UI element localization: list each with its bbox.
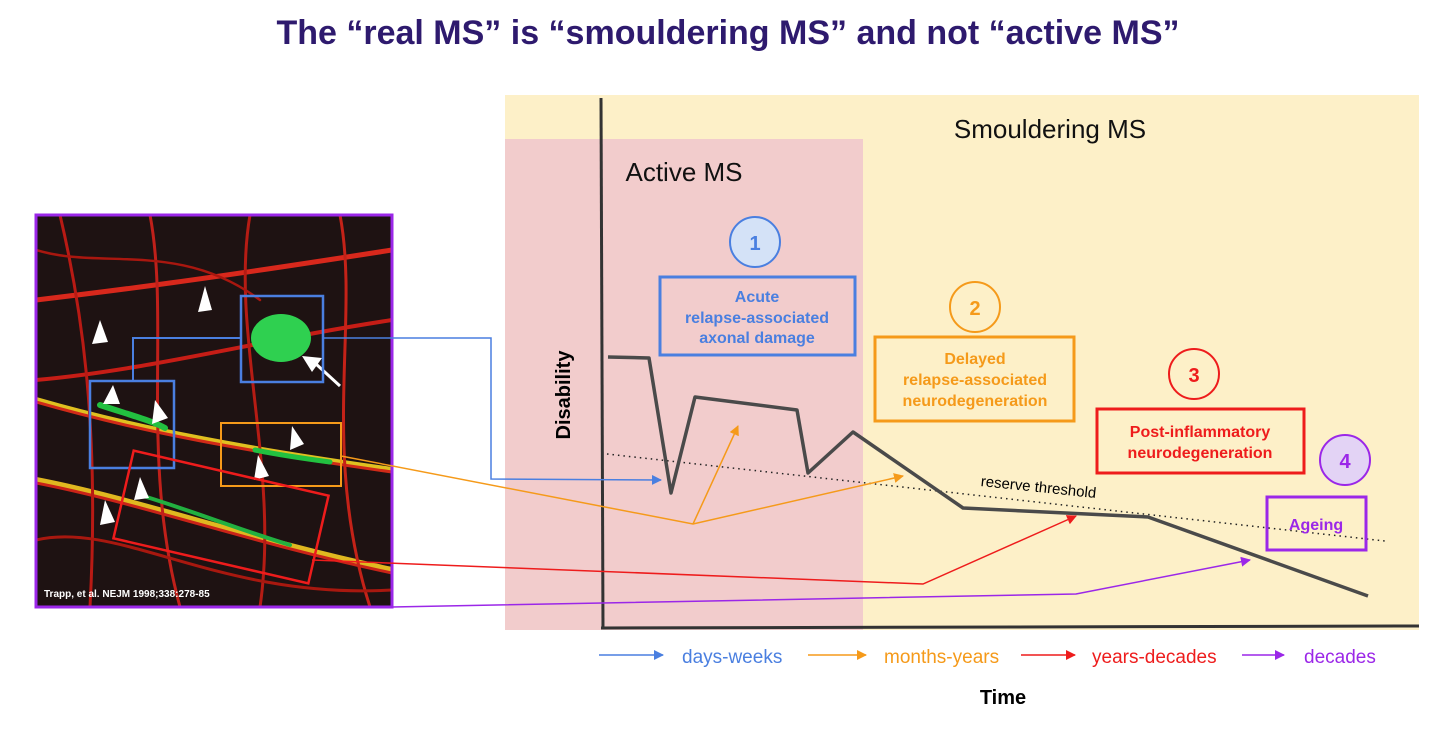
stage-4-circle [1319, 434, 1371, 486]
stage-1-line1: Acute [735, 289, 780, 306]
stage-3-line1: Post-inflammatory [1130, 424, 1271, 441]
stage-2-line2: relapse-associated [903, 372, 1047, 389]
stage-2-box [873, 335, 1076, 423]
orange-arrow-branch [692, 425, 739, 525]
stage-3-box [1095, 407, 1306, 475]
reserve-threshold-line [606, 453, 1386, 542]
purple-arrow [391, 556, 1251, 608]
micro-box-red [111, 449, 331, 585]
stage-4-box [1265, 495, 1368, 552]
stage-2-line3: neurodegeneration [903, 393, 1048, 410]
active-region [505, 139, 863, 630]
stage-2-number: 2 [969, 298, 980, 320]
stage-3-number: 3 [1188, 365, 1199, 387]
stage-4-number: 4 [1339, 451, 1351, 473]
y-axis [599, 97, 605, 630]
smouldering-label: Smouldering MS [954, 114, 1146, 144]
legend-label-months-years: months-years [884, 647, 999, 668]
stage-2-line1: Delayed [944, 351, 1005, 368]
y-axis-label: Disability [553, 350, 575, 440]
x-axis [600, 624, 1420, 630]
legend-label-days-weeks: days-weeks [682, 647, 782, 668]
disability-curve [607, 355, 1369, 598]
micrograph-image [34, 213, 394, 609]
active-label: Active MS [625, 157, 742, 187]
stage-1-line2: relapse-associated [685, 310, 829, 327]
stage-1-box [658, 275, 857, 357]
legend-label-years-decades: years-decades [1092, 647, 1217, 668]
micro-box-orange [220, 422, 342, 487]
red-arrow [311, 515, 1077, 585]
stage-3-circle [1168, 348, 1220, 400]
stage-3-line2: neurodegeneration [1128, 445, 1273, 462]
legend-label-decades: decades [1304, 647, 1376, 668]
x-axis-label: Time [980, 687, 1026, 709]
micro-blue-connector [132, 337, 241, 381]
stage-4-line1: Ageing [1289, 517, 1343, 534]
page-title: The “real MS” is “smouldering MS” and no… [276, 14, 1180, 52]
stage-1-number: 1 [749, 233, 760, 255]
stage-2-circle [949, 281, 1001, 333]
stage-1-line3: axonal damage [699, 330, 815, 347]
blue-arrow [323, 337, 662, 485]
micrograph-citation: Trapp, et al. NEJM 1998;338:278-85 [44, 589, 210, 600]
stage-1-circle [729, 216, 781, 268]
